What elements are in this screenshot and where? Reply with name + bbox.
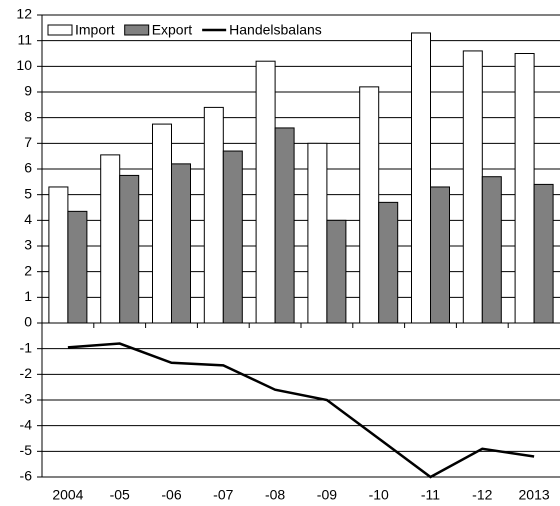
bar xyxy=(255,60,276,324)
y-tick-label: 2 xyxy=(24,262,32,278)
bar xyxy=(67,210,88,324)
bar xyxy=(430,186,450,324)
legend-label: Handelsbalans xyxy=(229,22,322,38)
bar xyxy=(100,154,121,324)
y-tick-label: -5 xyxy=(20,442,33,458)
y-tick-label: 6 xyxy=(24,160,32,176)
bar xyxy=(326,219,347,324)
bar xyxy=(462,50,483,324)
bar xyxy=(119,174,140,324)
y-tick-label: -1 xyxy=(20,339,33,355)
bar xyxy=(481,176,502,324)
y-tick-label: 1 xyxy=(24,288,32,304)
bar xyxy=(514,53,535,324)
x-tick-label: -05 xyxy=(110,487,130,503)
bar xyxy=(533,183,554,324)
y-tick-label: 4 xyxy=(24,211,32,227)
bar xyxy=(152,123,172,324)
x-tick-label: -10 xyxy=(369,487,389,503)
y-tick-label: 8 xyxy=(24,108,32,124)
x-tick-label: -12 xyxy=(472,487,492,503)
y-tick-label: -6 xyxy=(20,468,33,484)
legend-swatch xyxy=(47,24,73,36)
y-tick-label: 5 xyxy=(24,185,32,201)
x-tick-label: -09 xyxy=(317,487,337,503)
y-tick-label: -2 xyxy=(20,365,33,381)
y-tick-label: 11 xyxy=(17,31,32,47)
x-tick-label: -11 xyxy=(421,487,440,503)
bar xyxy=(411,32,431,324)
bar xyxy=(203,106,224,324)
y-tick-label: 9 xyxy=(24,83,32,99)
bar xyxy=(359,86,380,324)
legend-label: Export xyxy=(152,22,193,38)
y-tick-label: -3 xyxy=(20,391,33,407)
y-tick-label: 3 xyxy=(24,237,32,253)
bar xyxy=(274,127,295,324)
x-tick-label: -06 xyxy=(161,487,181,503)
y-tick-label: 10 xyxy=(16,57,32,73)
x-tick-label: -07 xyxy=(213,487,233,503)
y-tick-label: 12 xyxy=(16,6,32,22)
legend-label: Import xyxy=(75,22,115,38)
legend-swatch xyxy=(124,24,150,36)
x-tick-label: -08 xyxy=(265,487,285,503)
x-tick-label: 2013 xyxy=(519,487,550,503)
bar xyxy=(48,186,69,324)
bar xyxy=(307,142,328,324)
line xyxy=(67,342,535,479)
x-tick-label: 2004 xyxy=(52,487,83,503)
bar xyxy=(378,201,399,324)
bar xyxy=(171,163,191,324)
y-tick-label: 7 xyxy=(24,134,32,150)
y-tick-label: -4 xyxy=(20,416,33,432)
bar xyxy=(222,150,243,324)
y-tick-label: 0 xyxy=(24,314,32,330)
